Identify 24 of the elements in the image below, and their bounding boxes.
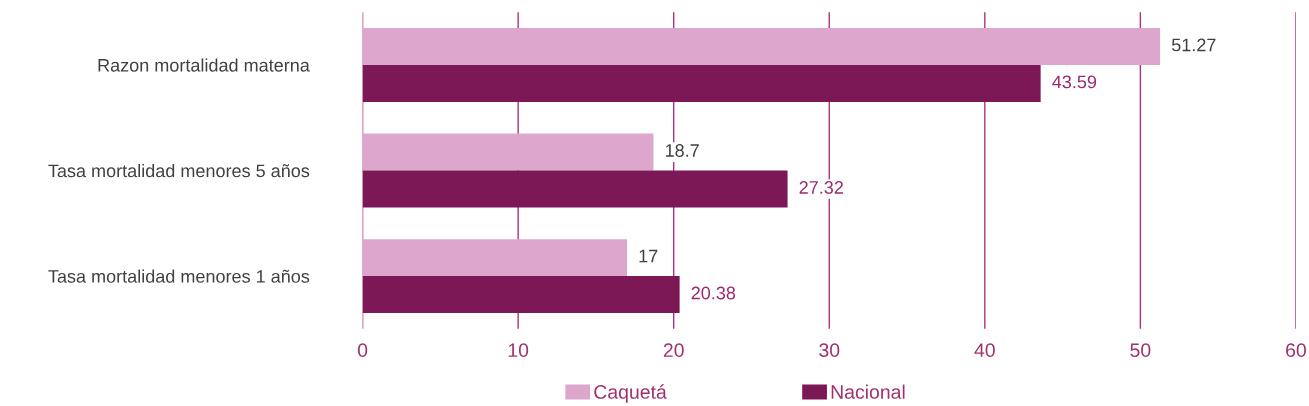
legend-label: Caquetá xyxy=(594,384,667,403)
x-tick-label: 10 xyxy=(508,343,529,358)
x-tick-label: 60 xyxy=(1286,343,1306,358)
bar xyxy=(362,239,628,277)
x-tick-label: 30 xyxy=(819,343,840,358)
data-label: 18.7 xyxy=(665,144,699,157)
legend-label: Nacional xyxy=(831,384,905,399)
x-tick-label: 0 xyxy=(357,343,368,358)
bar xyxy=(362,170,788,208)
bar xyxy=(362,276,680,314)
y-tick-label: Tasa mortalidad menores 5 años xyxy=(48,163,310,178)
data-label: 17 xyxy=(639,249,658,263)
data-label: 20.38 xyxy=(691,286,736,300)
y-tick-label: Tasa mortalidad menores 1 años xyxy=(48,269,310,283)
x-tick-label: 40 xyxy=(974,343,995,358)
x-tick-label: 50 xyxy=(1130,343,1151,358)
x-tick-label: 20 xyxy=(663,343,684,358)
bar xyxy=(362,64,1041,102)
data-label: 51.27 xyxy=(1171,38,1216,52)
bar xyxy=(362,133,654,171)
bar xyxy=(362,28,1161,65)
data-label: 27.32 xyxy=(799,181,843,194)
data-label: 43.59 xyxy=(1052,75,1097,89)
y-tick-label: Razon mortalidad materna xyxy=(98,58,310,72)
